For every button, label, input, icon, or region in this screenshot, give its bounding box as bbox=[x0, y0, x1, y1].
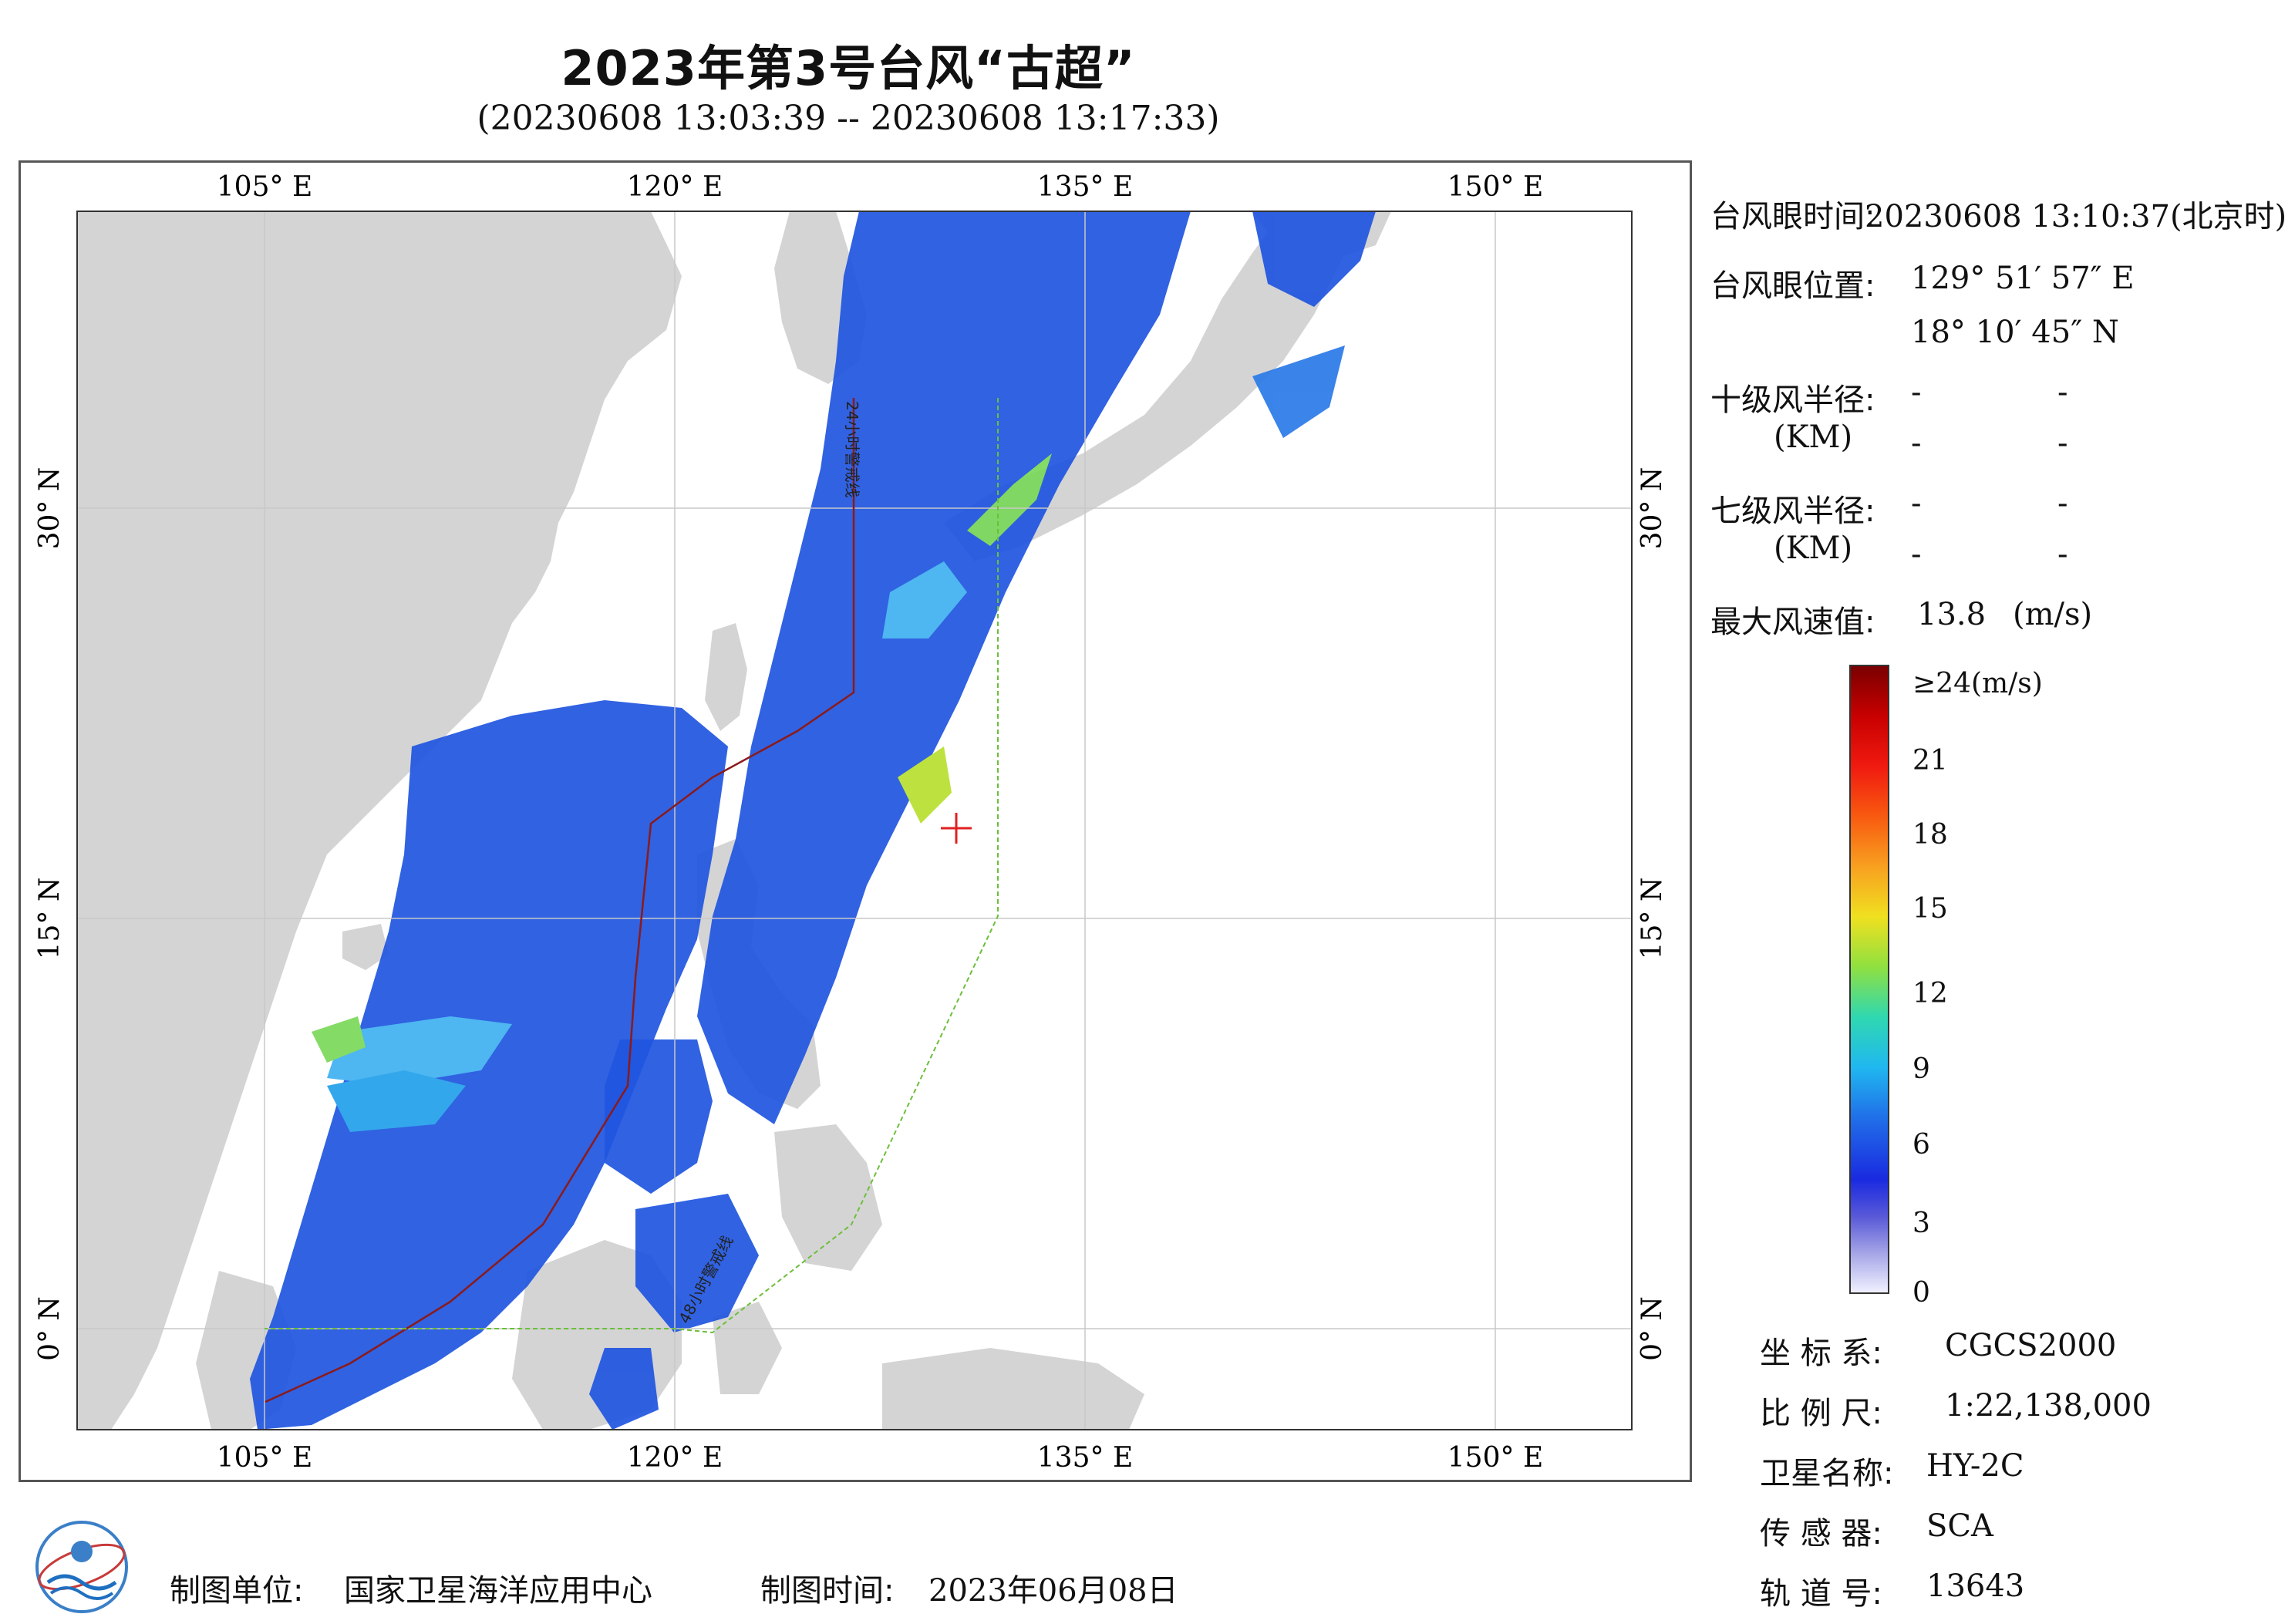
max-wind-unit: (m/s) bbox=[2013, 597, 2093, 632]
lat-tick-labels-right: 30° N 15° N 0° N bbox=[1636, 467, 1668, 1361]
lon-tick-labels-top: 105° E 120° E 135° E 150° E bbox=[217, 171, 1543, 203]
orbit-value: 13643 bbox=[1926, 1568, 2025, 1604]
radius-7-value-d: - bbox=[2057, 537, 2068, 572]
colorbar-label: 3 bbox=[1912, 1208, 1930, 1239]
radius-10-value-c: - bbox=[1911, 426, 1922, 461]
radius-7-value-b: - bbox=[2057, 486, 2068, 521]
lon-tick-bottom: 120° E bbox=[627, 1442, 723, 1474]
lat-tick-left: 0° N bbox=[34, 1296, 66, 1361]
lon-tick-top: 150° E bbox=[1447, 171, 1543, 203]
production-time-value: 2023年06月08日 bbox=[928, 1573, 1178, 1609]
radius-10-unit: (KM) bbox=[1774, 419, 1853, 455]
eye-time-value: 20230608 13:10:37(北京时) bbox=[1865, 199, 2287, 234]
lat-tick-left: 30° N bbox=[34, 467, 66, 550]
radius-10-label: 十级风半径: bbox=[1710, 382, 1875, 418]
satellite-label: 卫星名称: bbox=[1760, 1456, 1894, 1491]
plot-border bbox=[76, 211, 1633, 1430]
satellite-value: HY-2C bbox=[1926, 1448, 2024, 1484]
radius-7-unit: (KM) bbox=[1774, 531, 1853, 566]
colorbar-label: 18 bbox=[1912, 819, 1948, 851]
orbit-label: 轨 道 号: bbox=[1760, 1576, 1882, 1612]
lon-tick-top: 120° E bbox=[627, 171, 723, 203]
typhoon-eye-marker[interactable] bbox=[941, 813, 972, 844]
warning-line-24h bbox=[265, 398, 855, 1403]
map-subtitle: (20230608 13:03:39 -- 20230608 13:17:33) bbox=[477, 99, 1220, 138]
eye-position-label: 台风眼位置: bbox=[1710, 268, 1875, 304]
warning-line-24h-label: 24小时警戒线 bbox=[843, 401, 861, 497]
wind-swath-east bbox=[697, 211, 1376, 1124]
nsoas-logo-icon bbox=[35, 1521, 128, 1613]
lat-tick-right: 30° N bbox=[1636, 467, 1668, 550]
radius-7-label: 七级风半径: bbox=[1710, 494, 1875, 529]
max-wind-value: 13.8 bbox=[1917, 597, 1987, 632]
warning-line-48h bbox=[265, 398, 999, 1334]
eye-time-label: 台风眼时间: bbox=[1710, 199, 1875, 234]
lat-tick-labels-left: 30° N 15° N 0° N bbox=[34, 467, 66, 1361]
wind-swath-south bbox=[589, 1039, 759, 1430]
map-title: 2023年第3号台风“古超” bbox=[561, 40, 1136, 96]
producer-value: 国家卫星海洋应用中心 bbox=[344, 1573, 652, 1609]
colorbar-label: ≥24(m/s) bbox=[1912, 668, 2043, 699]
radius-7-value-c: - bbox=[1911, 537, 1922, 572]
radius-10-value-d: - bbox=[2057, 426, 2068, 461]
colorbar-label: 21 bbox=[1912, 745, 1948, 777]
lon-tick-bottom: 105° E bbox=[217, 1442, 312, 1474]
sensor-value: SCA bbox=[1926, 1508, 1993, 1544]
lon-tick-labels-bottom: 105° E 120° E 135° E 150° E bbox=[217, 1442, 1543, 1474]
colorbar-label: 6 bbox=[1912, 1129, 1930, 1161]
lon-tick-top: 135° E bbox=[1037, 171, 1133, 203]
max-wind-label: 最大风速值: bbox=[1710, 605, 1875, 640]
wind-speed-colorbar bbox=[1849, 665, 1889, 1294]
lat-tick-right: 15° N bbox=[1636, 878, 1668, 960]
lon-tick-bottom: 150° E bbox=[1447, 1442, 1543, 1474]
lat-tick-left: 15° N bbox=[34, 878, 66, 960]
wind-field-map[interactable]: 105° E 120° E 135° E 150° E 105° E 120° … bbox=[19, 160, 1692, 1482]
scale-label: 比 例 尺: bbox=[1760, 1396, 1882, 1431]
eye-longitude: 129° 51′ 57″ E bbox=[1911, 261, 2135, 296]
sensor-label: 传 感 器: bbox=[1760, 1516, 1882, 1552]
wind-swath-west bbox=[250, 700, 728, 1430]
radius-10-value-b: - bbox=[2057, 375, 2068, 410]
radius-10-value-a: - bbox=[1911, 375, 1922, 410]
crs-value: CGCS2000 bbox=[1945, 1328, 2117, 1363]
production-time-label: 制图时间: bbox=[760, 1573, 895, 1609]
lat-tick-right: 0° N bbox=[1636, 1296, 1668, 1361]
lon-tick-top: 105° E bbox=[217, 171, 312, 203]
producer-label: 制图单位: bbox=[170, 1573, 304, 1609]
colorbar-label: 9 bbox=[1912, 1053, 1930, 1085]
radius-7-value-a: - bbox=[1911, 486, 1922, 521]
colorbar-label: 12 bbox=[1912, 978, 1948, 1009]
lon-tick-bottom: 135° E bbox=[1037, 1442, 1133, 1474]
colorbar-label: 15 bbox=[1912, 893, 1948, 925]
scale-value: 1:22,138,000 bbox=[1945, 1388, 2152, 1424]
crs-label: 坐 标 系: bbox=[1760, 1336, 1882, 1371]
colorbar-label: 0 bbox=[1912, 1277, 1930, 1309]
eye-latitude: 18° 10′ 45″ N bbox=[1911, 315, 2119, 350]
map-frame bbox=[19, 160, 1692, 1482]
